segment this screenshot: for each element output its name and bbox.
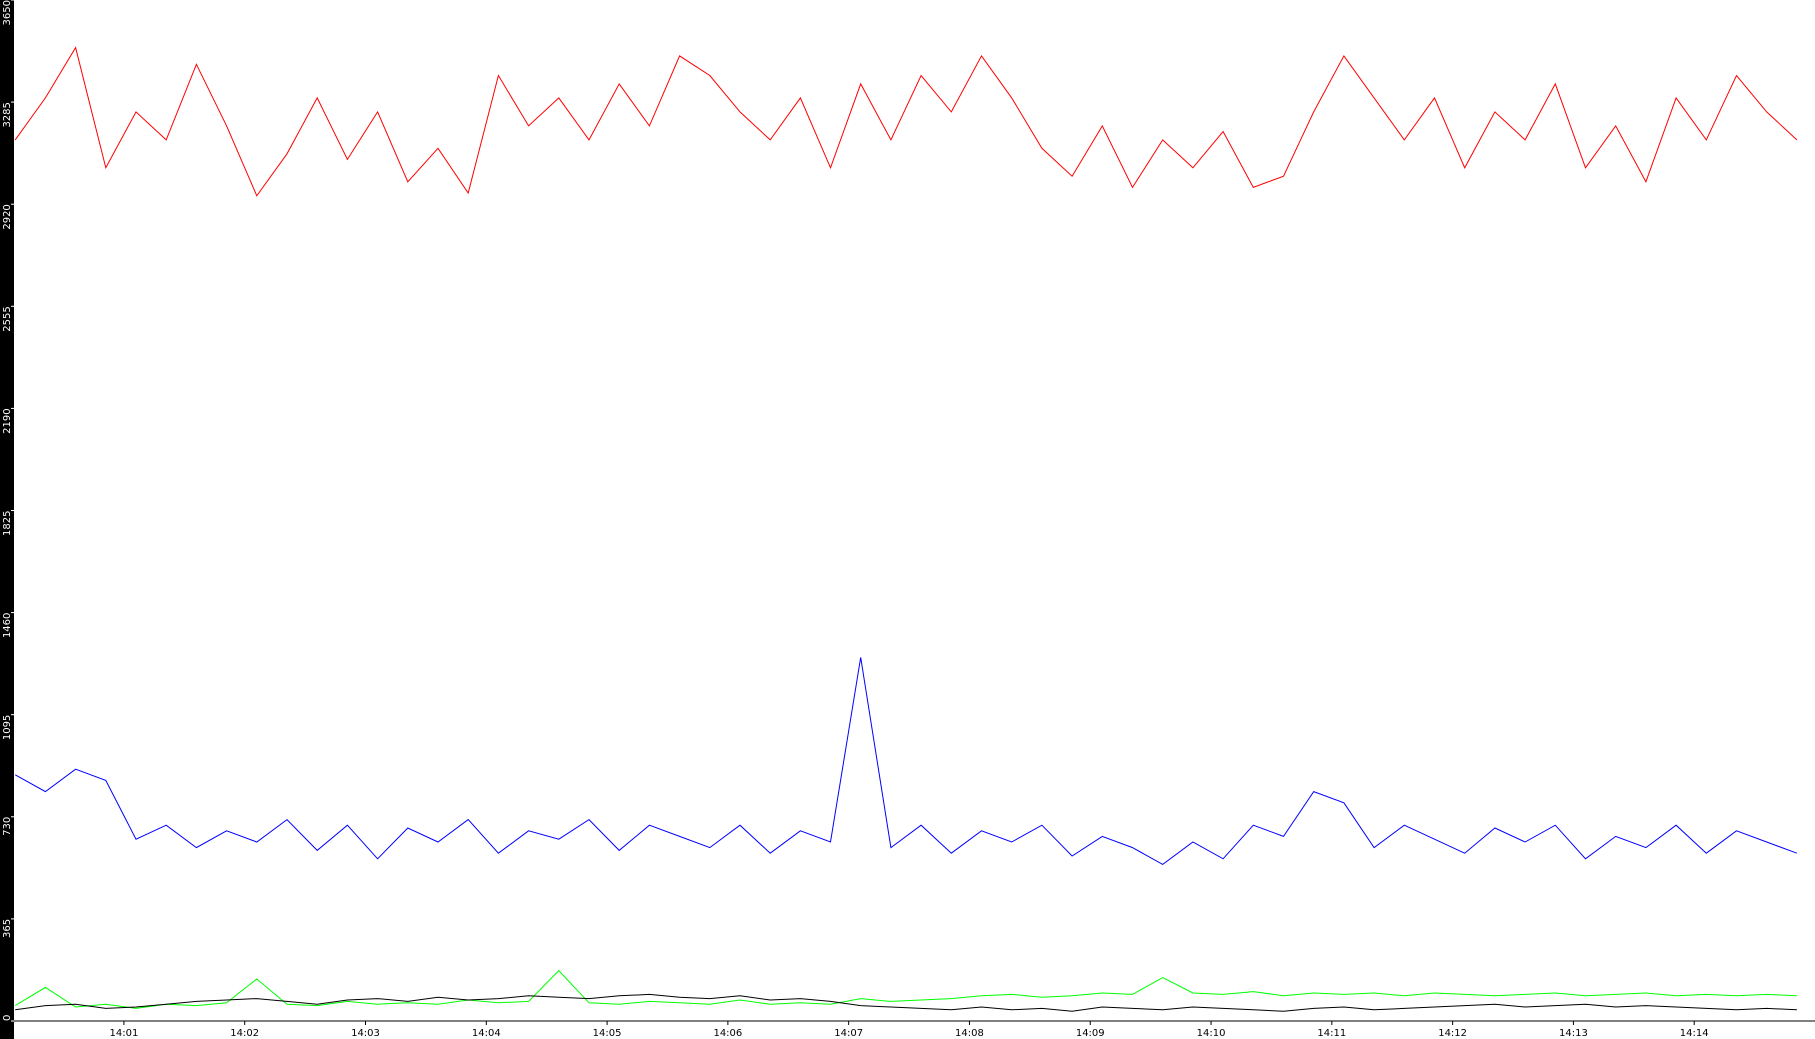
x-tick-label: 14:03 — [351, 1028, 380, 1039]
x-tick-label: 14:01 — [110, 1028, 139, 1039]
series-line — [14, 657, 1798, 865]
series-line — [15, 993, 1797, 1012]
x-tick-label: 14:13 — [1559, 1028, 1588, 1039]
x-tick-label: 14:05 — [593, 1028, 622, 1039]
x-tick-label: 14:10 — [1197, 1028, 1226, 1039]
y-axis-strip — [0, 0, 14, 1039]
x-tick-label: 14:14 — [1680, 1028, 1709, 1039]
x-tick-label: 14:07 — [834, 1028, 863, 1039]
x-tick-label: 14:08 — [955, 1028, 984, 1039]
series-line — [14, 46, 1798, 197]
series-line — [14, 969, 1797, 1009]
y-tick-label: 0 — [2, 1015, 13, 1021]
y-tick-label: 1460 — [2, 613, 13, 638]
y-tick-label: 3285 — [2, 102, 13, 127]
y-tick-label: 1825 — [2, 511, 13, 536]
x-tick-label: 14:11 — [1317, 1028, 1346, 1039]
x-tick-label: 14:12 — [1438, 1028, 1467, 1039]
x-tick-label: 14:02 — [230, 1028, 259, 1039]
x-tick-label: 14:09 — [1076, 1028, 1105, 1039]
y-tick-label: 3650 — [2, 0, 13, 25]
y-tick-label: 365 — [2, 919, 13, 938]
y-tick-label: 1095 — [2, 715, 13, 740]
x-tick-label: 14:04 — [472, 1028, 501, 1039]
y-tick-label: 730 — [2, 817, 13, 836]
x-tick-label: 14:06 — [713, 1028, 742, 1039]
y-tick-label: 2920 — [2, 204, 13, 229]
y-tick-label: 2555 — [2, 306, 13, 331]
y-tick-label: 2190 — [2, 408, 13, 433]
